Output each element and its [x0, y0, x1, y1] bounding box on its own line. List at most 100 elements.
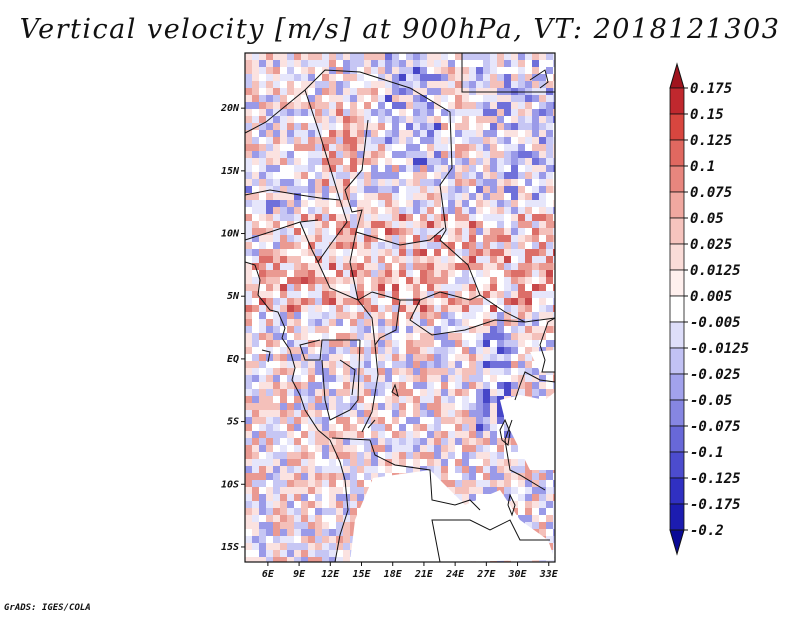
field-cell: [350, 235, 358, 243]
field-cell: [378, 347, 386, 355]
field-cell: [455, 473, 463, 481]
field-cell: [546, 487, 554, 495]
field-cell: [483, 459, 491, 467]
field-cell: [315, 347, 323, 355]
field-cell: [378, 60, 386, 68]
field-cell: [490, 95, 498, 103]
colorbar-label: 0.125: [690, 133, 732, 149]
field-cell: [476, 123, 484, 131]
field-cell: [546, 179, 554, 187]
field-cell: [546, 319, 554, 327]
field-cell: [413, 424, 421, 432]
field-cell: [525, 375, 533, 383]
velocity-field: [245, 53, 555, 562]
field-cell: [252, 74, 260, 82]
field-cell: [385, 242, 393, 250]
field-cell: [371, 67, 379, 75]
field-cell: [504, 291, 512, 299]
field-cell: [273, 487, 281, 495]
field-cell: [539, 312, 547, 320]
field-cell: [371, 298, 379, 306]
field-cell: [308, 347, 316, 355]
field-cell: [378, 228, 386, 236]
field-cell: [525, 522, 533, 530]
field-cell: [441, 256, 449, 264]
field-cell: [322, 67, 330, 75]
field-cell: [266, 536, 274, 544]
field-cell: [504, 312, 512, 320]
field-cell: [532, 60, 540, 68]
field-cell: [378, 109, 386, 117]
field-cell: [294, 74, 302, 82]
field-cell: [322, 123, 330, 131]
field-cell: [280, 60, 288, 68]
field-cell: [350, 123, 358, 131]
field-cell: [378, 431, 386, 439]
field-cell: [322, 116, 330, 124]
field-cell: [406, 214, 414, 222]
field-cell: [392, 130, 400, 138]
field-cell: [350, 445, 358, 453]
field-cell: [385, 431, 393, 439]
field-cell: [427, 410, 435, 418]
field-cell: [441, 81, 449, 89]
field-cell: [280, 277, 288, 285]
field-cell: [434, 473, 442, 481]
field-cell: [413, 186, 421, 194]
field-cell: [462, 158, 470, 166]
field-cell: [511, 508, 519, 516]
field-cell: [259, 333, 267, 341]
field-cell: [518, 305, 526, 313]
field-cell: [518, 375, 526, 383]
field-cell: [434, 340, 442, 348]
field-cell: [483, 389, 491, 397]
field-cell: [364, 340, 372, 348]
field-cell: [329, 144, 337, 152]
field-cell: [455, 221, 463, 229]
field-cell: [455, 214, 463, 222]
field-cell: [539, 284, 547, 292]
field-cell: [364, 102, 372, 110]
field-cell: [252, 340, 260, 348]
field-cell: [399, 81, 407, 89]
field-cell: [259, 186, 267, 194]
field-cell: [252, 557, 260, 562]
field-cell: [420, 389, 428, 397]
field-cell: [420, 249, 428, 257]
field-cell: [266, 529, 274, 537]
field-cell: [406, 179, 414, 187]
field-cell: [462, 403, 470, 411]
field-cell: [455, 200, 463, 208]
field-cell: [434, 130, 442, 138]
field-cell: [371, 347, 379, 355]
field-cell: [322, 536, 330, 544]
field-cell: [413, 354, 421, 362]
field-cell: [392, 74, 400, 82]
field-cell: [462, 389, 470, 397]
field-cell: [525, 277, 533, 285]
field-cell: [245, 95, 253, 103]
field-cell: [455, 361, 463, 369]
field-cell: [413, 291, 421, 299]
field-cell: [350, 424, 358, 432]
field-cell: [497, 242, 505, 250]
field-cell: [490, 67, 498, 75]
field-cell: [301, 263, 309, 271]
field-cell: [511, 361, 519, 369]
field-cell: [336, 529, 344, 537]
field-cell: [441, 389, 449, 397]
field-cell: [490, 207, 498, 215]
field-cell: [539, 186, 547, 194]
field-cell: [280, 284, 288, 292]
field-cell: [406, 298, 414, 306]
field-cell: [301, 144, 309, 152]
field-cell: [259, 389, 267, 397]
field-cell: [420, 347, 428, 355]
masked-terrain-areas: [350, 350, 555, 562]
field-cell: [329, 102, 337, 110]
field-cell: [378, 459, 386, 467]
field-cell: [441, 333, 449, 341]
field-cell: [476, 165, 484, 173]
field-cell: [294, 277, 302, 285]
field-cell: [322, 452, 330, 460]
